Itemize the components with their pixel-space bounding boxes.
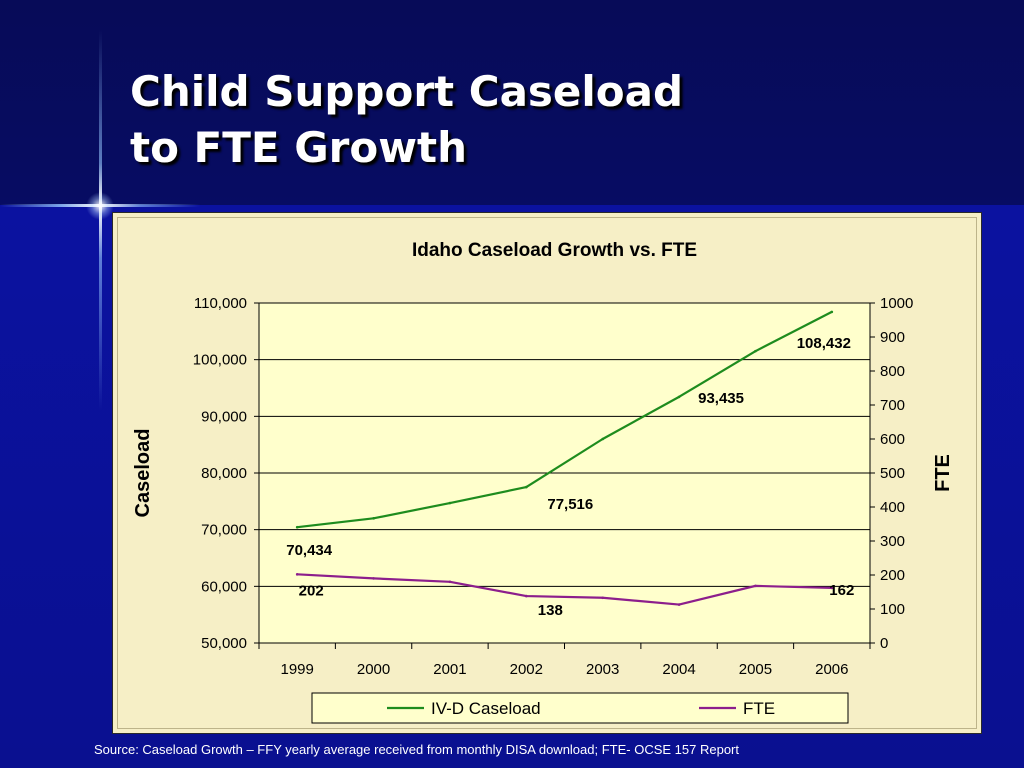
legend-label-caseload: IV-D Caseload xyxy=(431,699,541,718)
y-tick-label-right: 300 xyxy=(880,533,905,550)
data-point-caseload xyxy=(830,310,834,314)
data-point-fte xyxy=(448,580,452,584)
y-tick-label-right: 100 xyxy=(880,601,905,618)
slide-title-line-1: Child Support Caseload xyxy=(130,67,684,116)
data-point-caseload xyxy=(295,525,299,529)
data-point-caseload xyxy=(754,349,757,353)
y-tick-label-left: 110,000 xyxy=(194,295,247,312)
data-point-fte xyxy=(372,577,375,580)
slide-title-line-2: to FTE Growth xyxy=(130,123,468,172)
chart-title: Idaho Caseload Growth vs. FTE xyxy=(412,240,697,261)
data-point-fte xyxy=(830,586,834,590)
y-tick-label-right: 1000 xyxy=(880,295,913,312)
x-tick-label: 2002 xyxy=(510,661,543,678)
y-tick-label-right: 400 xyxy=(880,499,905,516)
data-label-caseload: 108,432 xyxy=(797,335,851,352)
x-tick-label: 2005 xyxy=(739,661,772,678)
y-tick-label-left: 90,000 xyxy=(201,408,247,425)
data-point-caseload xyxy=(601,437,604,441)
x-tick-label: 2001 xyxy=(433,661,466,678)
x-tick-label: 2004 xyxy=(662,661,695,678)
y-tick-label-left: 60,000 xyxy=(201,578,247,595)
source-note: Source: Caseload Growth – FFY yearly ave… xyxy=(94,742,739,757)
data-label-caseload: 70,434 xyxy=(286,542,333,559)
y-tick-label-right: 500 xyxy=(880,465,905,482)
data-point-caseload xyxy=(372,517,375,520)
y-tick-label-right: 600 xyxy=(880,431,905,448)
data-point-caseload xyxy=(677,395,681,399)
data-point-fte xyxy=(754,584,757,588)
data-point-caseload xyxy=(525,485,528,489)
data-label-fte: 162 xyxy=(829,582,854,599)
light-flare-glow xyxy=(86,192,114,220)
y-tick-label-right: 900 xyxy=(880,329,905,346)
y-tick-label-left: 100,000 xyxy=(193,352,247,369)
y-tick-label-right: 0 xyxy=(880,635,888,652)
y-tick-label-right: 200 xyxy=(880,567,905,584)
y-tick-label-right: 700 xyxy=(880,397,905,414)
x-tick-label: 2000 xyxy=(357,661,390,678)
data-point-fte xyxy=(295,573,299,576)
series-line-caseload xyxy=(297,310,833,529)
data-label-caseload: 77,516 xyxy=(547,496,593,513)
y-tick-label-left: 80,000 xyxy=(201,465,247,482)
x-tick-label: 1999 xyxy=(281,661,314,678)
data-point-fte xyxy=(677,603,681,606)
chart-frame: Idaho Caseload Growth vs. FTE 50,000 60,00… xyxy=(112,212,982,734)
y-axis-title-left: Caseload xyxy=(132,429,154,518)
data-point-caseload xyxy=(448,501,452,505)
series-line-fte xyxy=(297,573,832,606)
data-label-fte: 138 xyxy=(538,602,563,619)
data-label-fte: 202 xyxy=(299,582,324,599)
data-label-caseload: 93,435 xyxy=(698,390,744,407)
y-tick-label-right: 800 xyxy=(880,363,905,380)
data-point-fte xyxy=(525,594,528,598)
slide-header-band xyxy=(0,0,1024,205)
legend-label-fte: FTE xyxy=(743,699,775,718)
y-tick-label-left: 50,000 xyxy=(201,635,247,652)
slide-title: Child Support Caseload to FTE Growth xyxy=(130,64,683,176)
light-flare-vertical xyxy=(99,30,102,410)
data-point-fte xyxy=(601,596,604,600)
chart-canvas: Idaho Caseload Growth vs. FTE 50,000 60,00… xyxy=(132,240,954,724)
y-axis-title-right: FTE xyxy=(932,454,954,492)
x-tick-label: 2003 xyxy=(586,661,619,678)
x-tick-label: 2006 xyxy=(815,661,848,678)
y-tick-label-left: 70,000 xyxy=(201,522,247,539)
